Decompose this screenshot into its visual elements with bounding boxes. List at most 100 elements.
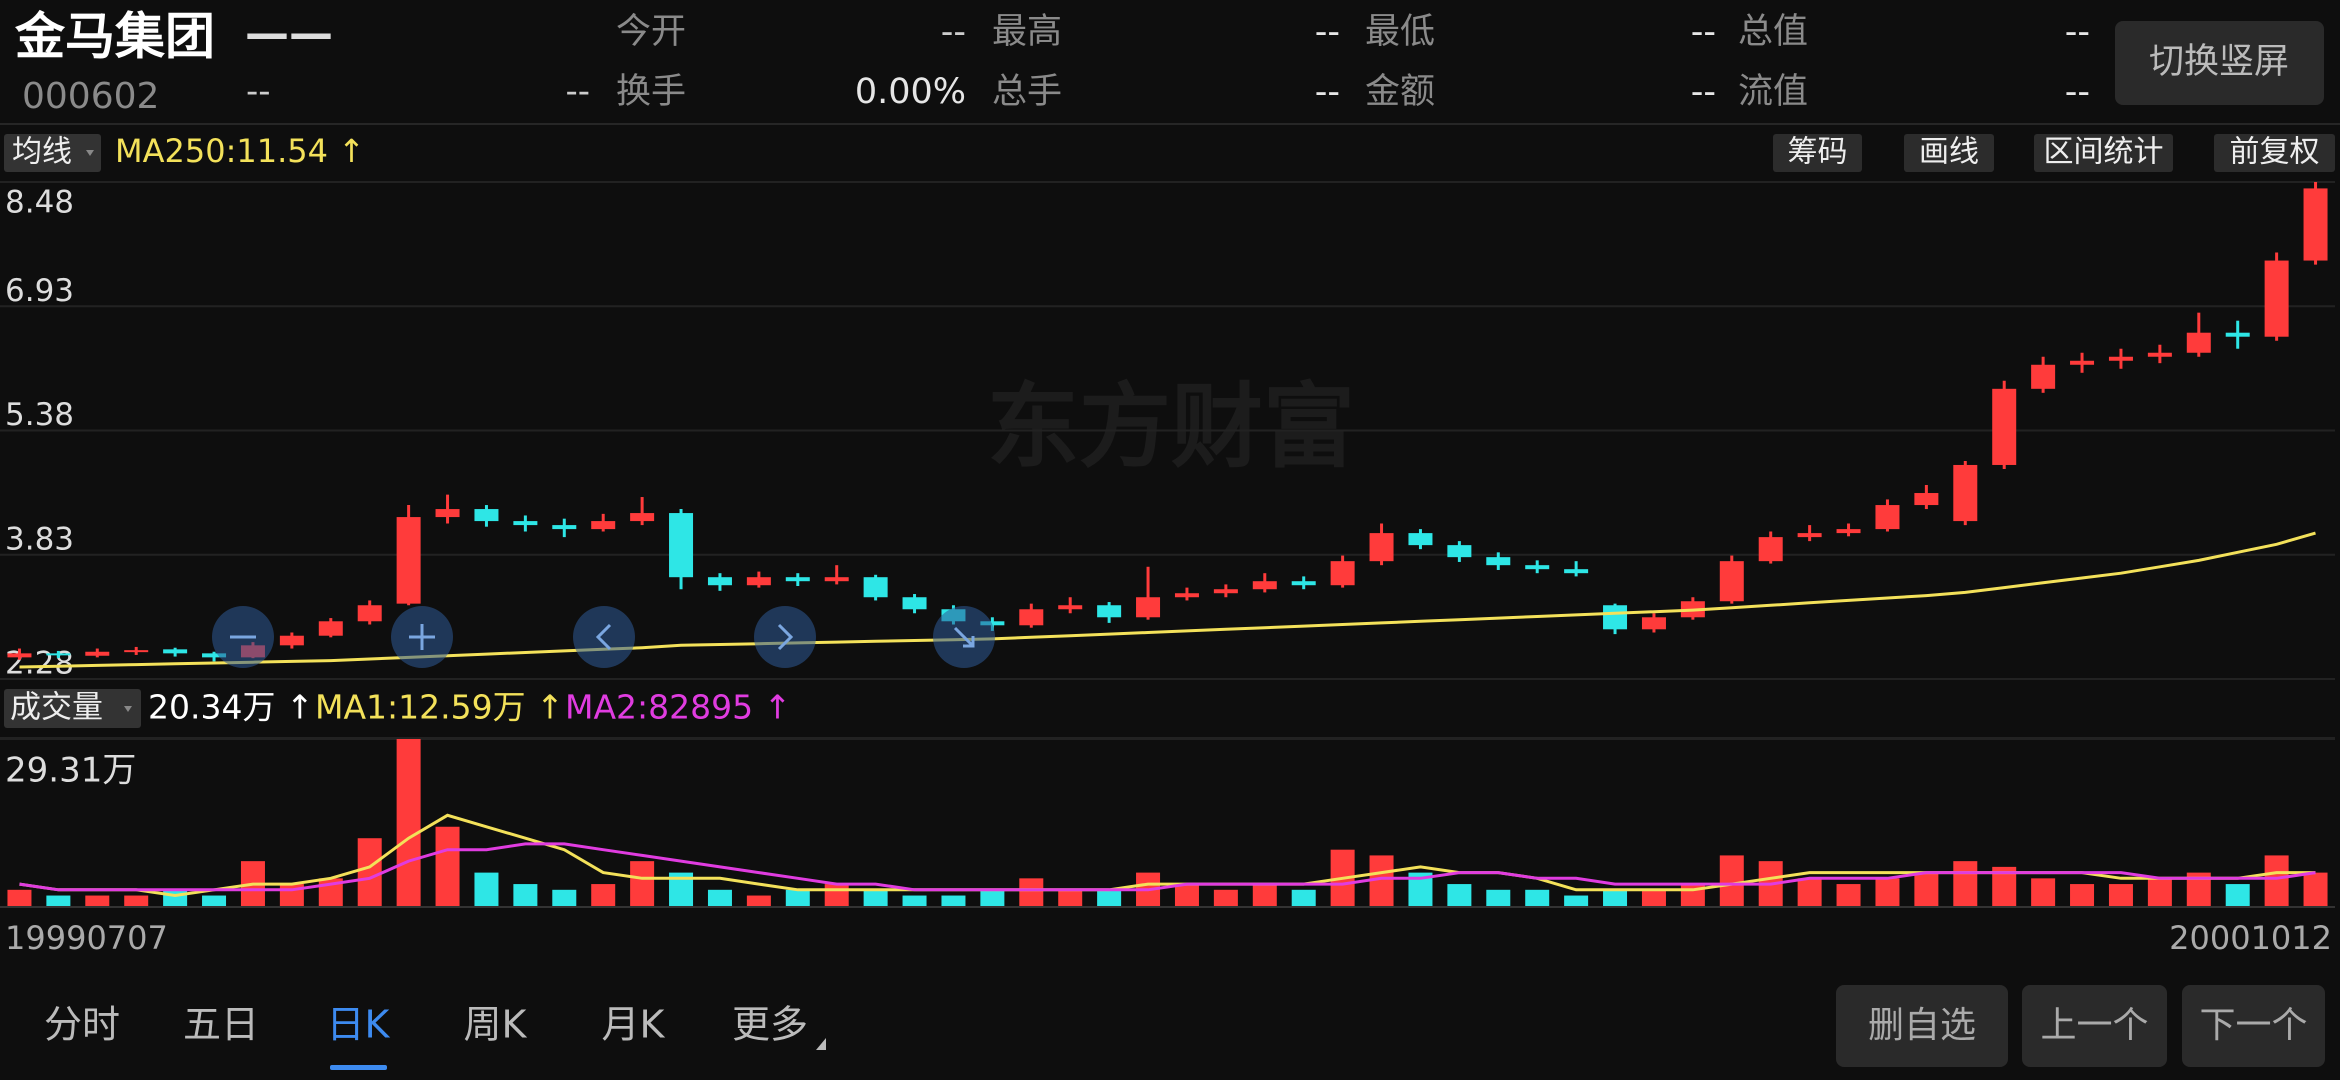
candle-body [163, 649, 188, 654]
volume-bar [1252, 884, 1277, 907]
candle-body [2186, 332, 2211, 353]
candle-body [2303, 188, 2328, 261]
volume-bar [630, 861, 655, 907]
volume-bar [202, 895, 227, 907]
field-value: 0.00% [855, 72, 966, 112]
candle-body [1992, 388, 2017, 465]
y-tick-label: 3.83 [5, 521, 74, 557]
tab[interactable]: 日K [327, 1003, 391, 1047]
candle-body [980, 621, 1005, 626]
volume-bar [863, 889, 888, 907]
icon [595, 623, 612, 651]
candle-body [2031, 364, 2056, 389]
field-value: -- [1691, 12, 1716, 52]
volume-bar [591, 884, 616, 907]
volume-bar [1486, 889, 1511, 907]
tool-button[interactable] [2214, 134, 2335, 172]
watermark: 东方财富 [987, 373, 1355, 480]
tool-button-label: 筹码 [1788, 135, 1848, 170]
pan-right[interactable] [754, 606, 816, 668]
candle-body [2264, 260, 2289, 337]
volume-bar [2147, 878, 2172, 907]
candle-body [1369, 533, 1394, 562]
icon [777, 623, 794, 651]
date-end: 20001012 [2169, 919, 2332, 957]
indicator-select[interactable] [4, 689, 141, 728]
candle-body [1758, 537, 1783, 562]
pan-left[interactable] [573, 606, 635, 668]
volume-bar [1719, 855, 1744, 907]
candle-body [1408, 533, 1433, 546]
candle-body [630, 513, 655, 522]
tab[interactable]: 月K [602, 1003, 666, 1047]
volume-bar [2031, 878, 2056, 907]
volume-bar [980, 889, 1005, 907]
candle-body [2108, 356, 2133, 361]
volume-bar [7, 889, 32, 907]
tab-underline [330, 1065, 387, 1070]
candle-body [1019, 609, 1044, 626]
action-button[interactable] [1836, 985, 2008, 1067]
volume-bar [2303, 872, 2328, 907]
volume-bar [746, 895, 771, 907]
field-value: -- [2065, 12, 2090, 52]
tab[interactable]: 分时 [44, 1003, 120, 1047]
volume-bar [1564, 895, 1589, 907]
action-button[interactable] [2022, 985, 2167, 1067]
field-value: -- [2065, 72, 2090, 112]
dropdown-arrow [124, 706, 132, 712]
volume-bar [2225, 884, 2250, 907]
volume-bar [552, 889, 577, 907]
icon [953, 626, 975, 648]
indicator-select[interactable] [4, 134, 101, 172]
volume-bar [1525, 889, 1550, 907]
action-button[interactable] [2182, 985, 2325, 1067]
volume-bar [1603, 889, 1628, 907]
field-label: 流值 [1738, 72, 1808, 112]
volume-bar [1058, 889, 1083, 907]
candle-body [474, 509, 499, 522]
rotate-button[interactable] [2115, 21, 2324, 105]
more-arrow [816, 1038, 826, 1050]
candle-body [1136, 597, 1161, 618]
tab[interactable]: 周K [464, 1003, 528, 1047]
indicator-label: 均线 [12, 135, 72, 170]
field-value: -- [1691, 72, 1716, 112]
volume-bar [85, 895, 110, 907]
candle-body [1797, 533, 1822, 538]
candle-body [1291, 581, 1316, 586]
volume-bar [1174, 884, 1199, 907]
tab[interactable]: 五日 [183, 1003, 259, 1047]
candle-body [1174, 593, 1199, 598]
candle-body [2147, 352, 2172, 357]
volume-bar [1447, 884, 1472, 907]
volume-bar [1953, 861, 1978, 907]
candle-body [396, 517, 421, 604]
dropdown-arrow [86, 150, 94, 156]
volume-bar [2108, 884, 2133, 907]
y-tick-label: 5.38 [5, 397, 74, 433]
candle-body [1525, 565, 1550, 570]
candle-body [2225, 332, 2250, 337]
volume-bar [1019, 878, 1044, 907]
candle-body [746, 577, 771, 586]
volume-bar [1836, 884, 1861, 907]
volume-bar [357, 838, 382, 907]
volume-bar [513, 884, 538, 907]
tab[interactable]: 更多 [732, 1003, 808, 1047]
volume-indicator: 成交量 [10, 690, 103, 726]
candle-body [1641, 617, 1666, 630]
field-label: 换手 [616, 72, 686, 112]
tool-button[interactable] [1904, 134, 1994, 172]
ma-text: MA250:11.54 ↑ [115, 132, 365, 170]
tool-button[interactable] [2034, 134, 2173, 172]
field-value: -- [1315, 12, 1340, 52]
tool-button[interactable] [1773, 134, 1862, 172]
candle-body [669, 513, 694, 578]
stock-price: —— [245, 8, 333, 59]
candle-body [707, 577, 732, 586]
field-label: 最高 [992, 12, 1062, 52]
volume-bar [124, 895, 149, 907]
